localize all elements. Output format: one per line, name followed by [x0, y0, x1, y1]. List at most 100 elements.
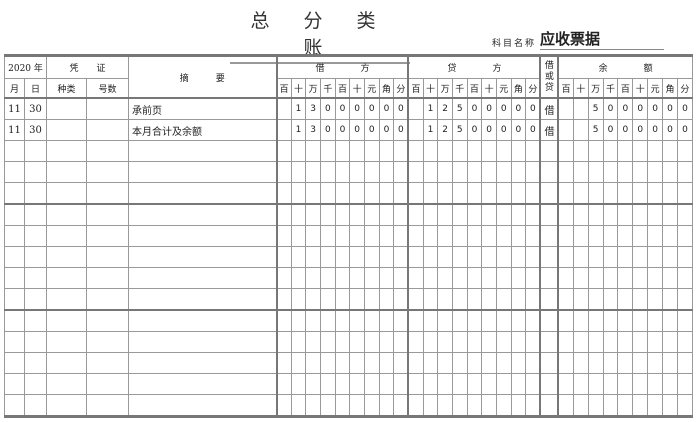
voucher-type-cell[interactable] — [46, 267, 88, 289]
debit-digit-cell[interactable] — [305, 161, 321, 183]
summary-cell[interactable] — [128, 331, 278, 353]
balance-digit-cell[interactable] — [647, 352, 664, 374]
balance-digit-cell[interactable] — [676, 161, 693, 183]
balance-digit-cell[interactable] — [676, 288, 693, 311]
credit-digit-cell[interactable] — [481, 394, 497, 417]
debit-digit-cell[interactable] — [290, 309, 307, 332]
credit-digit-cell[interactable] — [466, 203, 483, 226]
balance-digit-cell[interactable] — [617, 352, 634, 374]
credit-digit-cell[interactable] — [525, 331, 541, 353]
balance-digit-cell[interactable] — [617, 394, 634, 417]
credit-digit-cell[interactable] — [525, 309, 541, 332]
balance-digit-cell[interactable] — [602, 203, 619, 226]
debit-digit-cell[interactable] — [334, 394, 351, 417]
summary-cell[interactable] — [128, 246, 278, 268]
balance-digit-cell[interactable] — [632, 267, 649, 289]
credit-digit-cell[interactable] — [422, 288, 439, 311]
debit-digit-cell[interactable] — [363, 225, 380, 247]
debit-digit-cell[interactable] — [349, 331, 365, 353]
debit-digit-cell[interactable] — [290, 203, 307, 226]
debit-digit-cell[interactable]: 0 — [349, 97, 365, 120]
debit-digit-cell[interactable] — [305, 267, 321, 289]
credit-digit-cell[interactable]: 0 — [481, 119, 497, 141]
voucher-no-cell[interactable] — [86, 140, 130, 162]
credit-digit-cell[interactable] — [451, 246, 468, 268]
debit-digit-cell[interactable]: 0 — [393, 119, 409, 141]
debit-digit-cell[interactable]: 0 — [378, 97, 395, 120]
balance-digit-cell[interactable] — [662, 225, 678, 247]
balance-digit-cell[interactable] — [632, 161, 649, 183]
debit-digit-cell[interactable]: 0 — [334, 119, 351, 141]
month-cell[interactable] — [4, 225, 25, 247]
credit-digit-cell[interactable] — [451, 182, 468, 205]
voucher-no-cell[interactable] — [86, 246, 130, 268]
debit-digit-cell[interactable] — [275, 225, 292, 247]
credit-digit-cell[interactable] — [422, 309, 439, 332]
credit-digit-cell[interactable] — [407, 161, 424, 183]
debit-digit-cell[interactable] — [378, 309, 395, 332]
debit-digit-cell[interactable] — [290, 267, 307, 289]
balance-digit-cell[interactable] — [587, 203, 604, 226]
debit-digit-cell[interactable] — [393, 203, 409, 226]
debit-digit-cell[interactable] — [378, 288, 395, 311]
balance-digit-cell[interactable]: 0 — [602, 119, 619, 141]
voucher-type-cell[interactable] — [46, 140, 88, 162]
day-cell[interactable] — [23, 246, 48, 268]
voucher-no-cell[interactable] — [86, 97, 130, 120]
credit-digit-cell[interactable] — [437, 225, 453, 247]
day-cell[interactable] — [23, 203, 48, 226]
credit-digit-cell[interactable] — [495, 267, 512, 289]
credit-digit-cell[interactable] — [437, 331, 453, 353]
credit-digit-cell[interactable] — [407, 203, 424, 226]
credit-digit-cell[interactable]: 0 — [525, 97, 541, 120]
balance-digit-cell[interactable] — [662, 140, 678, 162]
summary-cell[interactable] — [128, 394, 278, 417]
credit-digit-cell[interactable] — [451, 161, 468, 183]
credit-digit-cell[interactable] — [407, 225, 424, 247]
debit-digit-cell[interactable] — [320, 161, 336, 183]
debit-digit-cell[interactable] — [320, 267, 336, 289]
credit-digit-cell[interactable] — [437, 140, 453, 162]
voucher-type-cell[interactable] — [46, 182, 88, 205]
debit-digit-cell[interactable]: 0 — [393, 97, 409, 120]
credit-digit-cell[interactable] — [510, 394, 527, 417]
debit-digit-cell[interactable] — [363, 267, 380, 289]
debit-digit-cell[interactable] — [305, 309, 321, 332]
credit-digit-cell[interactable] — [510, 288, 527, 311]
balance-digit-cell[interactable] — [572, 267, 589, 289]
balance-digit-cell[interactable] — [676, 309, 693, 332]
balance-digit-cell[interactable]: 0 — [662, 97, 678, 120]
balance-digit-cell[interactable] — [632, 394, 649, 417]
month-cell[interactable] — [4, 394, 25, 417]
dr-or-cr-cell[interactable] — [539, 203, 559, 226]
voucher-type-cell[interactable] — [46, 373, 88, 395]
balance-digit-cell[interactable] — [602, 182, 619, 205]
balance-digit-cell[interactable] — [676, 182, 693, 205]
debit-digit-cell[interactable]: 3 — [305, 119, 321, 141]
balance-digit-cell[interactable] — [587, 246, 604, 268]
dr-or-cr-cell[interactable] — [539, 352, 559, 374]
credit-digit-cell[interactable]: 1 — [422, 119, 439, 141]
debit-digit-cell[interactable]: 0 — [320, 119, 336, 141]
balance-digit-cell[interactable] — [662, 288, 678, 311]
credit-digit-cell[interactable] — [422, 182, 439, 205]
month-cell[interactable] — [4, 288, 25, 311]
voucher-no-cell[interactable] — [86, 161, 130, 183]
balance-digit-cell[interactable]: 0 — [632, 119, 649, 141]
credit-digit-cell[interactable] — [422, 267, 439, 289]
debit-digit-cell[interactable] — [349, 182, 365, 205]
balance-digit-cell[interactable] — [632, 309, 649, 332]
credit-digit-cell[interactable] — [466, 140, 483, 162]
balance-digit-cell[interactable] — [557, 288, 574, 311]
debit-digit-cell[interactable] — [290, 394, 307, 417]
dr-or-cr-cell[interactable] — [539, 394, 559, 417]
debit-digit-cell[interactable] — [334, 331, 351, 353]
credit-digit-cell[interactable]: 1 — [422, 97, 439, 120]
credit-digit-cell[interactable] — [407, 394, 424, 417]
debit-digit-cell[interactable] — [349, 267, 365, 289]
credit-digit-cell[interactable] — [510, 331, 527, 353]
balance-digit-cell[interactable] — [632, 288, 649, 311]
balance-digit-cell[interactable] — [647, 225, 664, 247]
debit-digit-cell[interactable] — [334, 309, 351, 332]
credit-digit-cell[interactable] — [525, 161, 541, 183]
